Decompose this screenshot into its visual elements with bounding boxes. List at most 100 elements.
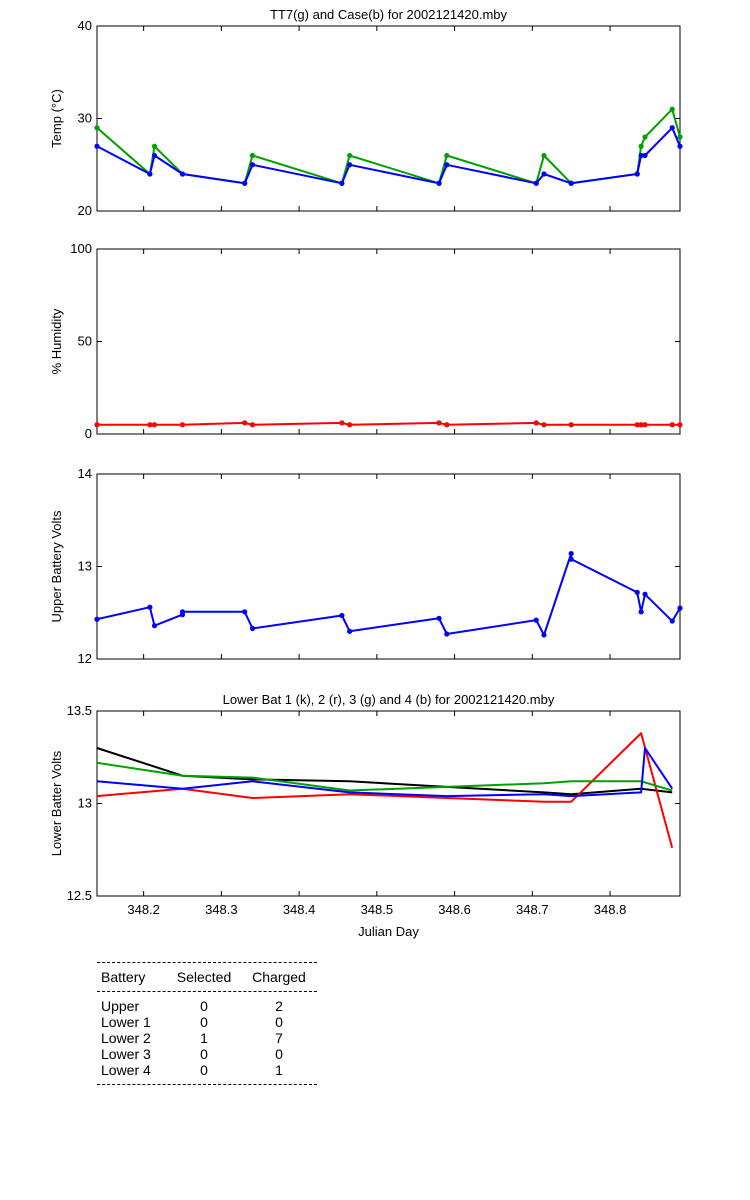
lower-battery-series-line-3 <box>96 747 674 798</box>
upper-battery-data-point <box>568 556 574 562</box>
temp-data-point <box>249 162 256 168</box>
upper-battery-axes-frame <box>96 473 681 660</box>
lower-battery-y-axis-label: Lower Batter Volts <box>49 750 64 856</box>
upper-battery-data-point <box>339 612 345 619</box>
table-row: Lower 3 0 0 <box>97 1046 317 1062</box>
humidity-data-point <box>179 422 186 428</box>
upper-battery-data-point <box>642 591 648 597</box>
temp-data-point <box>568 180 574 186</box>
table-header-rule <box>97 991 317 992</box>
humidity-data-point <box>436 420 442 426</box>
upper-battery-data-point <box>436 615 442 621</box>
humidity-data-point <box>568 422 574 428</box>
temp-data-point <box>677 134 683 140</box>
temp-data-point <box>347 152 353 159</box>
lower-battery-x-tick-label: 348.4 <box>283 902 316 917</box>
temp-data-point <box>541 171 547 177</box>
temp-y-tick-label: 30 <box>78 111 92 126</box>
upper-battery-data-point <box>533 617 539 623</box>
temp-data-point <box>642 134 648 140</box>
temp-data-point <box>249 152 256 159</box>
battery-name: Lower 2 <box>101 1030 151 1046</box>
table-top-rule <box>97 962 317 963</box>
table-row: Lower 1 0 0 <box>97 1014 317 1030</box>
battery-name: Lower 1 <box>101 1014 151 1030</box>
humidity-data-point <box>249 422 256 428</box>
humidity-y-tick-label: 50 <box>78 334 92 349</box>
temp-data-point <box>94 125 100 131</box>
temp-y-tick-label: 40 <box>78 18 92 33</box>
upper-battery-data-point <box>94 616 100 622</box>
upper-battery-data-point <box>147 604 153 610</box>
header-selected: Selected <box>176 969 232 985</box>
upper-battery-y-axis-label: Upper Battery Volts <box>49 510 64 622</box>
selected-count: 0 <box>200 1046 208 1062</box>
lower-battery-y-tick-label: 12.5 <box>67 888 92 903</box>
upper-battery-series-line-0 <box>96 552 681 636</box>
humidity-data-point <box>634 422 640 428</box>
temp-data-point <box>147 171 153 177</box>
lower-battery-axes-frame <box>96 710 681 897</box>
table-bottom-rule <box>97 1084 317 1085</box>
table-row: Lower 4 0 1 <box>97 1062 317 1078</box>
lower-battery-x-tick-label: 348.5 <box>361 902 394 917</box>
humidity-y-axis-label: % Humidity <box>49 308 64 374</box>
lower-battery-chart-title: Lower Bat 1 (k), 2 (r), 3 (g) and 4 (b) … <box>223 692 555 707</box>
temp-data-point <box>242 180 248 186</box>
selected-count: 1 <box>200 1030 208 1046</box>
lower-battery-series-line-1 <box>96 732 674 849</box>
humidity-data-point <box>339 420 345 426</box>
temp-data-point <box>533 180 539 186</box>
temp-y-axis-label: Temp (°C) <box>49 89 64 148</box>
upper-battery-data-point <box>568 550 574 557</box>
upper-battery-data-point <box>638 609 644 615</box>
selected-count: 0 <box>200 998 208 1014</box>
temp-data-point <box>151 143 158 149</box>
battery-name: Lower 4 <box>101 1062 151 1078</box>
humidity-data-point <box>541 422 547 428</box>
table-row: Lower 2 1 7 <box>97 1030 317 1046</box>
upper-battery-data-point <box>669 618 675 624</box>
temp-data-point <box>634 171 640 177</box>
lower-battery-x-tick-label: 348.6 <box>438 902 471 917</box>
temp-data-point <box>642 152 648 159</box>
temp-data-point <box>94 143 100 149</box>
temp-axes-frame <box>96 25 681 212</box>
temp-data-point <box>541 152 547 159</box>
header-charged: Charged <box>252 969 306 985</box>
temp-data-point <box>669 106 675 112</box>
humidity-data-point <box>147 422 153 428</box>
lower-battery-x-tick-label: 348.3 <box>205 902 238 917</box>
lower-battery-y-tick-label: 13 <box>78 796 92 811</box>
upper-battery-y-tick-label: 12 <box>78 651 92 666</box>
charged-count: 2 <box>275 998 283 1014</box>
temp-data-point <box>151 152 158 159</box>
lower-battery-x-tick-label: 348.7 <box>516 902 549 917</box>
upper-battery-data-point <box>249 625 256 632</box>
humidity-data-point <box>677 422 683 428</box>
table-header-row: Battery Selected Charged <box>97 963 317 991</box>
upper-battery-y-tick-label: 13 <box>78 559 92 574</box>
humidity-data-point <box>444 422 450 428</box>
upper-battery-y-tick-label: 14 <box>78 466 92 481</box>
humidity-data-point <box>533 420 539 426</box>
temp-data-point <box>669 125 675 131</box>
lower-battery-x-axis-label: Julian Day <box>358 924 419 939</box>
table-row: Upper 0 2 <box>97 998 317 1014</box>
upper-battery-data-point <box>634 589 640 596</box>
temp-chart-title: TT7(g) and Case(b) for 2002121420.mby <box>270 7 508 22</box>
temp-data-point <box>677 143 683 149</box>
charged-count: 1 <box>275 1062 283 1078</box>
charged-count: 0 <box>275 1046 283 1062</box>
upper-battery-panel: 12 13 14 Upper Battery Volts <box>49 466 683 666</box>
upper-battery-data-point <box>677 605 683 611</box>
upper-battery-data-point <box>151 623 158 629</box>
lower-battery-x-tick-label: 348.2 <box>127 902 160 917</box>
humidity-data-point <box>347 422 353 428</box>
selected-count: 0 <box>200 1014 208 1030</box>
header-battery: Battery <box>101 969 146 985</box>
selected-count: 0 <box>200 1062 208 1078</box>
humidity-data-point <box>94 422 100 428</box>
temp-data-point <box>347 162 353 168</box>
lower-battery-series-line-2 <box>96 761 673 792</box>
